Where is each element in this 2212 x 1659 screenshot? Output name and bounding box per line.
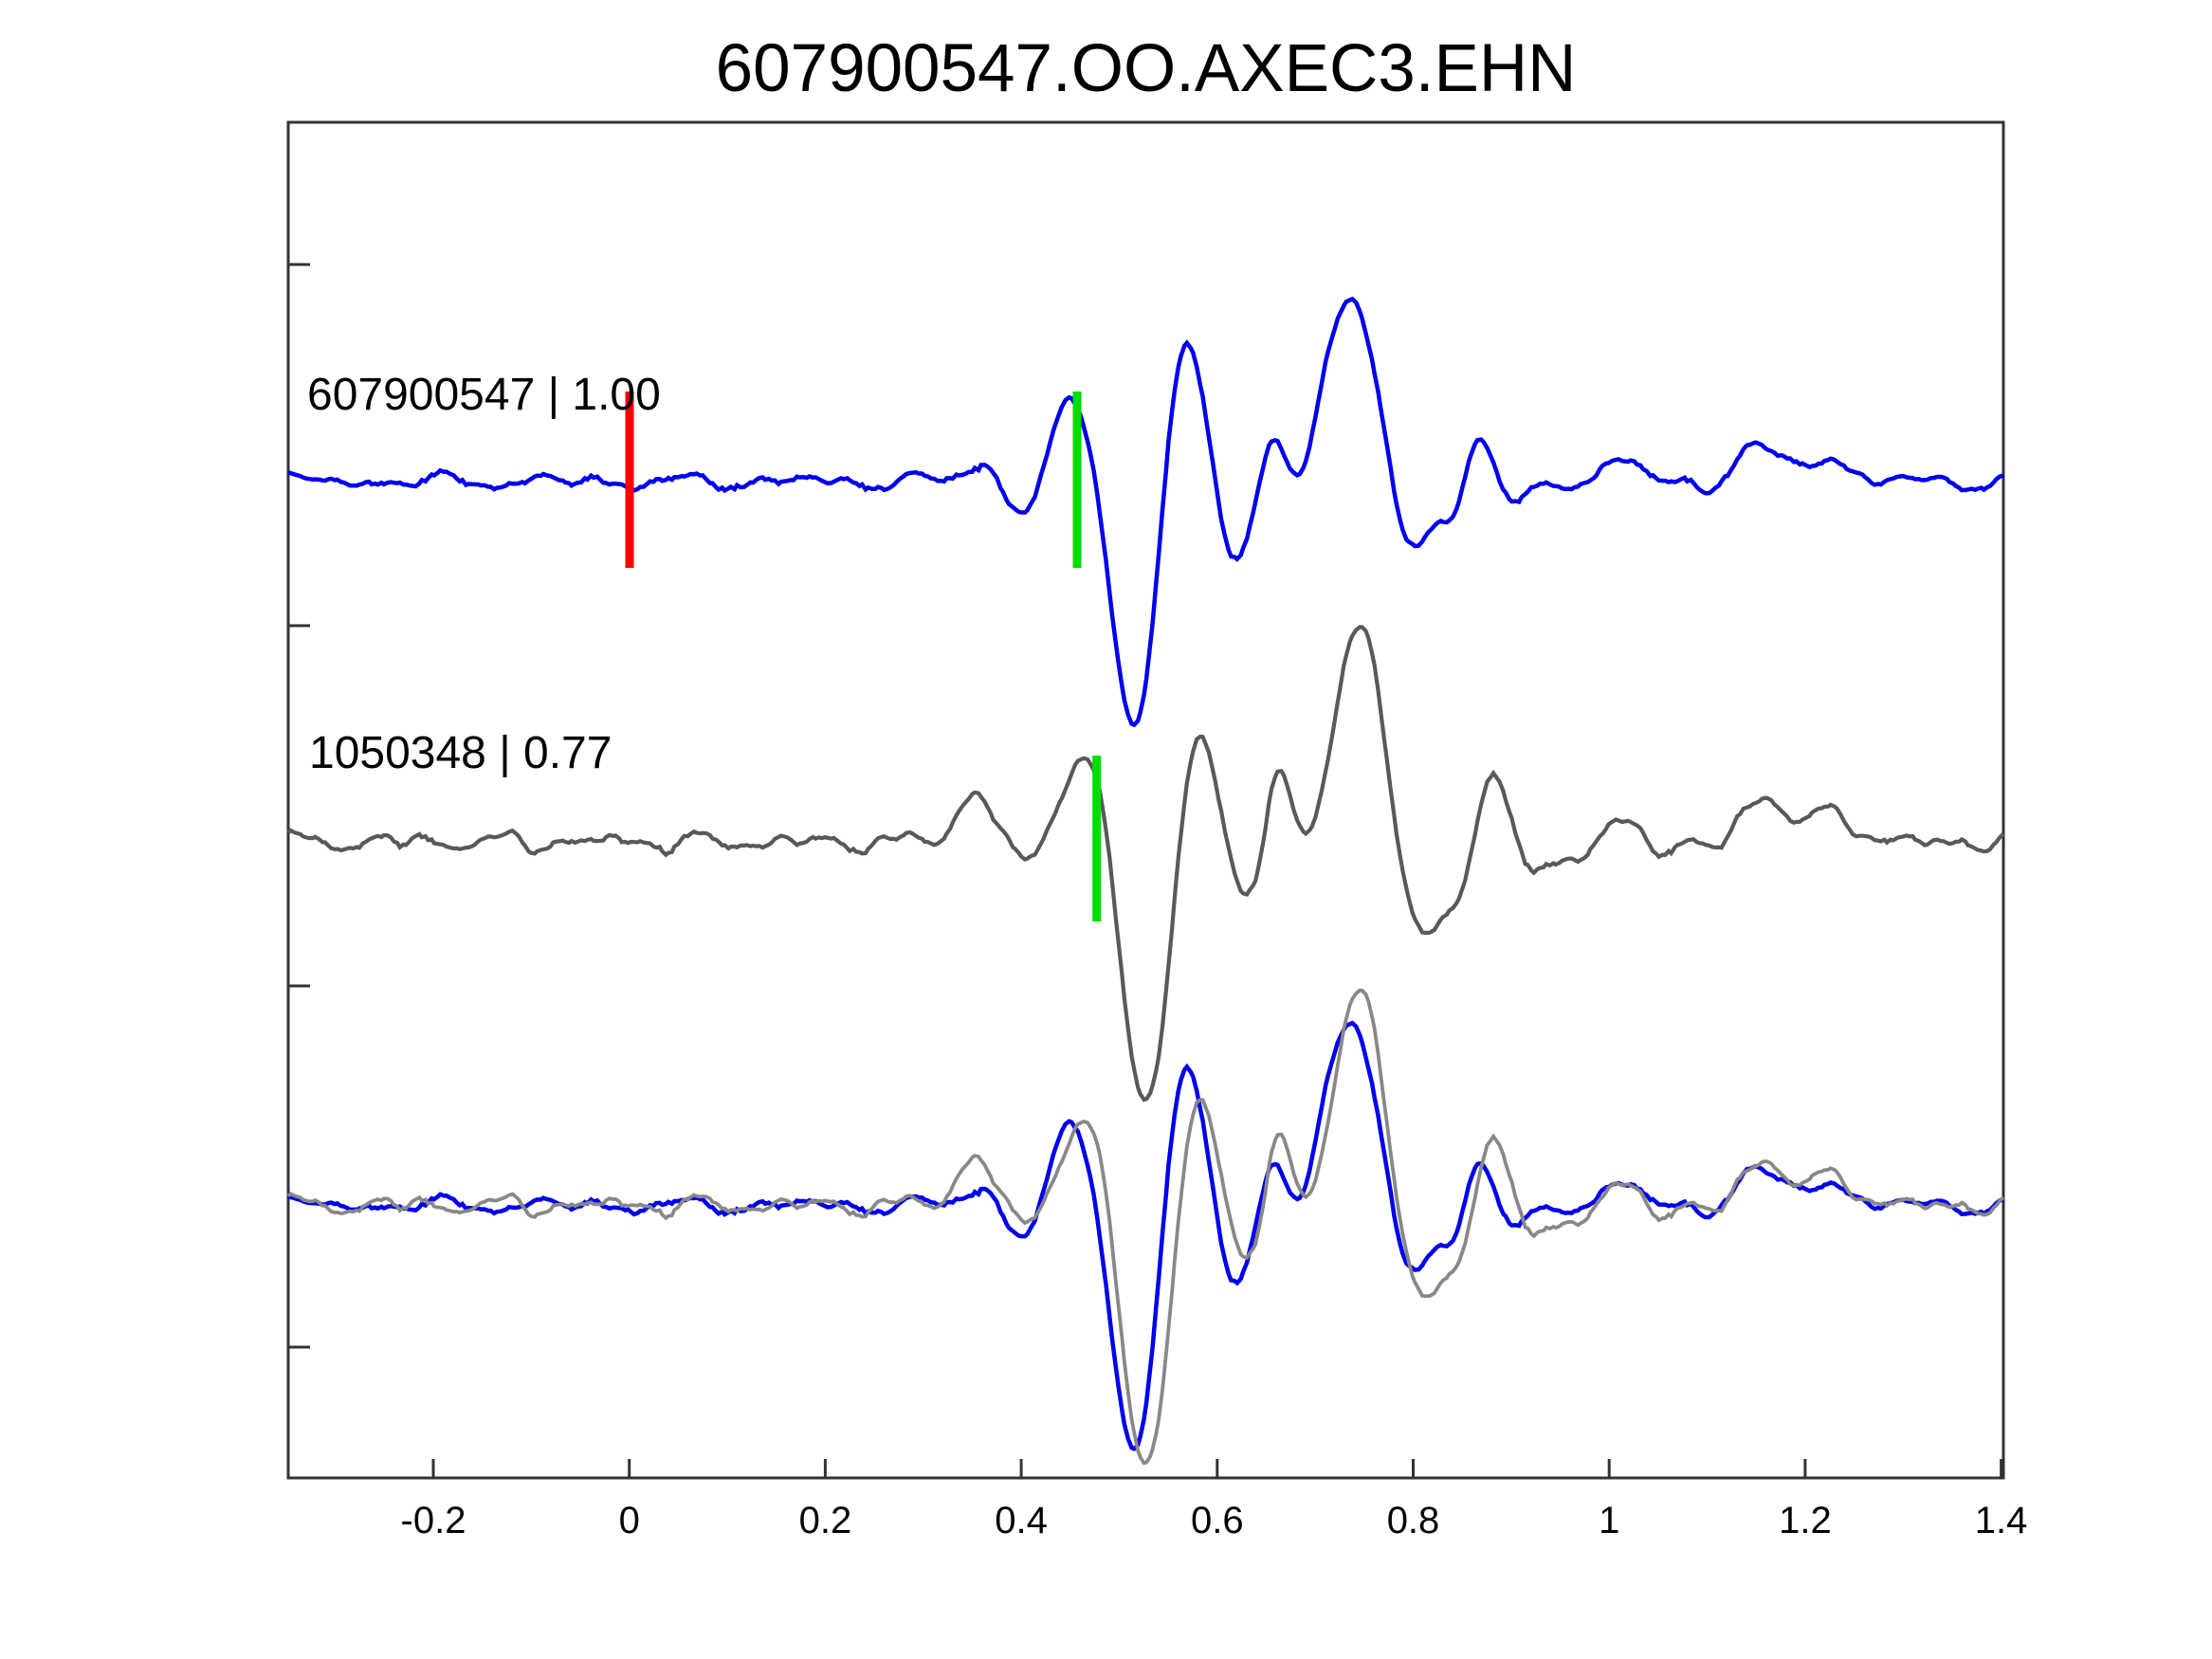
svg-text:1.4: 1.4 [1975,1500,2028,1541]
svg-text:1050348 | 0.77: 1050348 | 0.77 [309,728,612,778]
svg-text:0.2: 0.2 [799,1500,852,1541]
svg-text:-0.2: -0.2 [401,1500,466,1541]
svg-text:0.6: 0.6 [1191,1500,1244,1541]
svg-text:0.8: 0.8 [1387,1500,1440,1541]
svg-text:1.2: 1.2 [1779,1500,1832,1541]
svg-text:1: 1 [1599,1500,1619,1541]
svg-text:0: 0 [619,1500,640,1541]
svg-text:0.4: 0.4 [995,1500,1048,1541]
svg-text:607900547 | 1.00: 607900547 | 1.00 [307,370,661,420]
